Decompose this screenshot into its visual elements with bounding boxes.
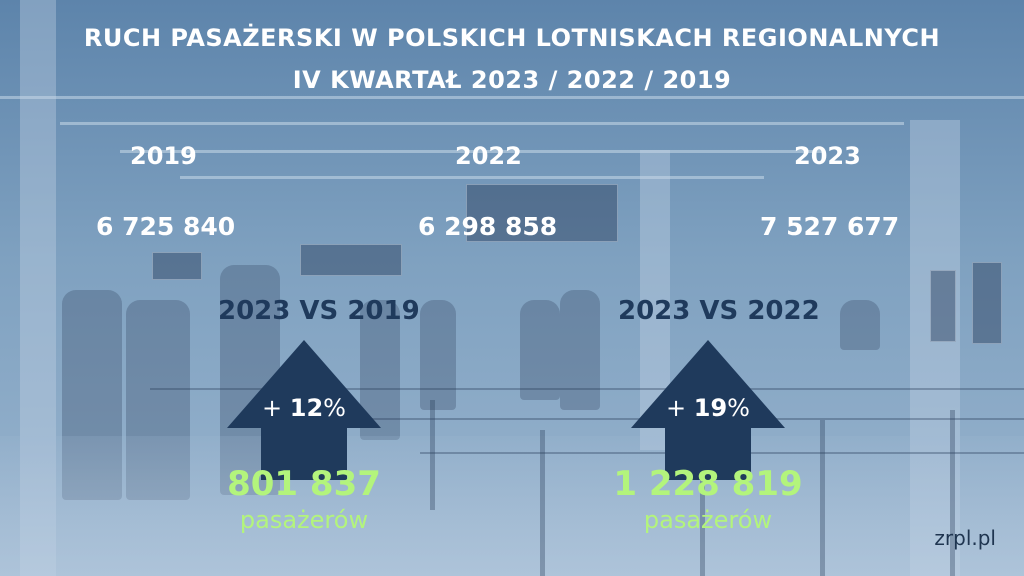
passengers-2023: 7 527 677 xyxy=(760,212,900,241)
brand-watermark: zrpl.pl xyxy=(934,526,996,550)
passengers-2019: 6 725 840 xyxy=(96,212,236,241)
percent-growth-vs-2022: + 19% xyxy=(666,394,750,422)
passenger-difference-vs-2019: 801 837 xyxy=(227,464,381,504)
year-2022-label: 2022 xyxy=(455,142,522,170)
comparison-label-vs-2019: 2023 VS 2019 xyxy=(218,296,420,326)
comparison-label-vs-2022: 2023 VS 2022 xyxy=(618,296,820,326)
passengers-2022: 6 298 858 xyxy=(418,212,558,241)
year-2019-label: 2019 xyxy=(130,142,197,170)
main-title: RUCH PASAŻERSKI W POLSKICH LOTNISKACH RE… xyxy=(83,24,941,52)
subtitle: IV KWARTAŁ 2023 / 2022 / 2019 xyxy=(292,66,732,94)
unit-label-vs-2022: pasażerów xyxy=(643,506,773,534)
passenger-difference-vs-2022: 1 228 819 xyxy=(613,464,803,504)
up-arrow-icon xyxy=(628,340,788,480)
year-2023-label: 2023 xyxy=(794,142,861,170)
percent-growth-vs-2019: + 12% xyxy=(262,394,346,422)
unit-label-vs-2019: pasażerów xyxy=(239,506,369,534)
up-arrow-icon xyxy=(224,340,384,480)
